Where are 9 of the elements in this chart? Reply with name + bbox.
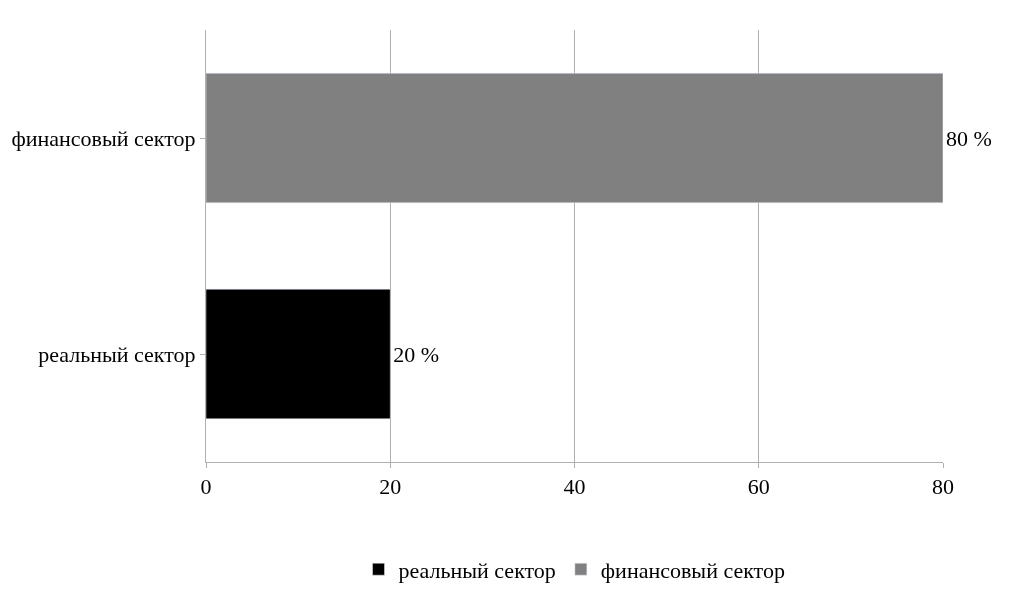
x-tick-label: 20 (379, 474, 402, 500)
x-tick-label: 0 (200, 474, 212, 500)
x-tick-label: 60 (747, 474, 770, 500)
x-tick-label: 80 (932, 474, 954, 500)
data-label: 80 % (946, 125, 992, 151)
data-label: 20 % (393, 341, 440, 367)
legend-label: финансовый сектор (600, 557, 785, 583)
x-tick-label: 40 (563, 474, 586, 500)
legend-label: реальный сектор (398, 557, 556, 583)
